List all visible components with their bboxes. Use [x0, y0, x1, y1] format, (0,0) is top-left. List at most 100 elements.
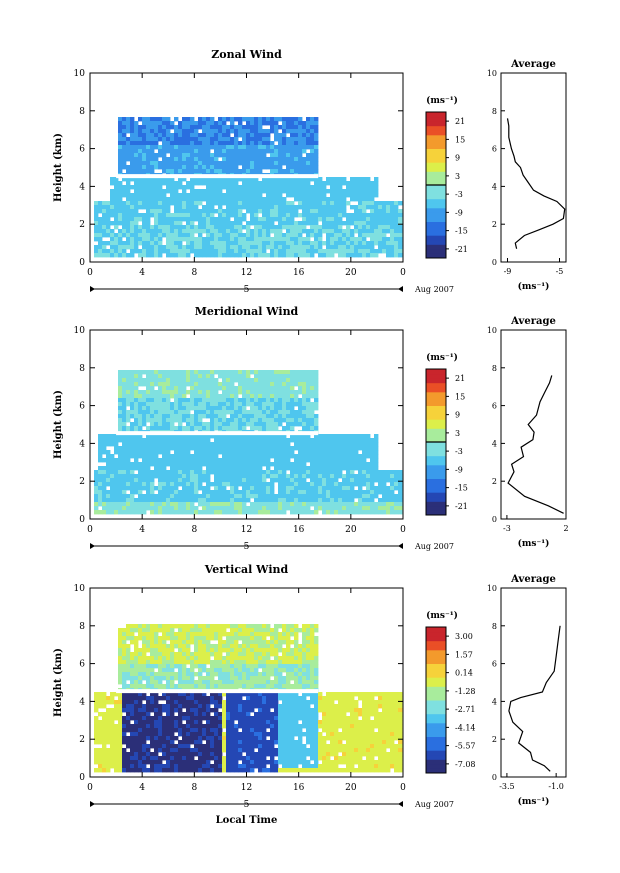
chart-2-xtick-label: 8	[191, 525, 197, 535]
chart-2-colorbar-seg	[426, 464, 446, 470]
chart-2-data-gap	[116, 431, 319, 436]
chart-1-colorbar-seg	[426, 248, 446, 254]
chart-1-avg-ytick-label: 6	[492, 145, 497, 154]
chart-2-colorbar-seg	[426, 505, 446, 511]
chart-1-avg-xtick-label: -9	[504, 267, 512, 276]
chart-1-colorbar-seg	[426, 153, 446, 159]
chart-1-colorbar-seg	[426, 175, 446, 181]
chart-2-colorbar-label: -21	[455, 502, 468, 511]
chart-1-colorbar-seg	[426, 130, 446, 136]
chart-2-colorbar-seg	[426, 442, 446, 448]
chart-2-colorbar-seg	[426, 432, 446, 438]
chart-2-colorbar-seg	[426, 387, 446, 393]
chart-2-colorbar-label: -15	[455, 484, 468, 493]
chart-3-colorbar-label: -1.28	[455, 687, 476, 696]
chart-3-colorbar-seg	[426, 763, 446, 769]
chart-2-colorbar-label: 3	[455, 429, 460, 438]
chart-1-colorbar-seg	[426, 185, 446, 191]
chart-3-data-gap	[116, 689, 319, 694]
chart-2-avg-frame	[500, 329, 567, 520]
chart-1-avg-profile-line	[506, 118, 566, 249]
chart-1-ytick-label: 6	[79, 145, 85, 155]
chart-2-ytick-label: 8	[79, 364, 85, 374]
chart-1-colorbar-seg	[426, 143, 446, 149]
chart-3-colorbar-seg	[426, 745, 446, 751]
chart-2-colorbar-seg	[426, 410, 446, 416]
chart-3-colorbar-seg	[426, 718, 446, 724]
chart-3-colorbar-seg	[426, 631, 446, 637]
chart-3-avg-title: Average	[510, 574, 556, 585]
chart-1-ylabel: Height (km)	[53, 133, 64, 202]
chart-3-colorbar-seg	[426, 690, 446, 696]
chart-2-ytick-label: 0	[79, 515, 85, 525]
chart-1-colorbar-seg	[426, 221, 446, 227]
chart-2-xtick-label: 0	[400, 525, 406, 535]
chart-1-colorbar-seg	[426, 230, 446, 236]
chart-2-heatmap	[94, 370, 403, 515]
chart-3-xtick-label: 4	[139, 783, 145, 793]
chart-3-colorbar-seg	[426, 754, 446, 760]
chart-1-colorbar-label: -21	[455, 245, 468, 254]
chart-3-ytick-label: 6	[79, 660, 85, 670]
chart-3-colorbar-seg	[426, 695, 446, 701]
chart-3-colorbar-seg	[426, 727, 446, 733]
chart-3-ytick-label: 10	[74, 584, 86, 594]
chart-2-avg-ytick-label: 10	[487, 326, 497, 335]
chart-1-xtick-label: 12	[241, 268, 252, 278]
chart-3-colorbar-label: 3.00	[455, 632, 473, 641]
chart-1-colorbar-seg	[426, 207, 446, 213]
chart-1-avg-ytick-label: 2	[492, 220, 497, 229]
chart-2-avg-xtick-label: 2	[563, 524, 568, 533]
chart-3-colorbar-seg	[426, 645, 446, 651]
chart-1-xtick-label: 4	[139, 268, 145, 278]
chart-3-avg-frame	[500, 587, 567, 778]
chart-1-colorbar-label: -3	[455, 190, 463, 199]
chart-1-colorbar-seg	[426, 139, 446, 145]
chart-3-avg-ytick-label: 0	[492, 773, 497, 782]
chart-1-ytick-label: 8	[79, 107, 85, 117]
chart-1-colorbar-seg	[426, 121, 446, 127]
chart-3-avg-ytick-label: 10	[487, 584, 497, 593]
chart-3-colorbar-seg	[426, 654, 446, 660]
chart-1-data-gap	[116, 174, 319, 179]
chart-1-title: Zonal Wind	[211, 48, 282, 61]
chart-3-ytick-label: 0	[79, 773, 85, 783]
chart-1-heatmap	[94, 117, 403, 258]
chart-1-avg-xlabel: (ms⁻¹)	[518, 281, 550, 292]
chart-1-colorbar-seg	[426, 112, 446, 118]
chart-3-avg-ytick-label: 4	[492, 697, 497, 706]
chart-1-colorbar-seg	[426, 239, 446, 245]
chart-3-colorbar-seg	[426, 640, 446, 646]
chart-1-colorbar-seg	[426, 198, 446, 204]
chart-3-colorbar-seg	[426, 658, 446, 664]
chart-3-colorbar-seg	[426, 636, 446, 642]
chart-2-colorbar-seg	[426, 492, 446, 498]
chart-2-avg-title: Average	[510, 316, 556, 327]
chart-3-colorbar-label: -2.71	[455, 705, 476, 714]
chart-2-colorbar-seg	[426, 391, 446, 397]
chart-2-colorbar-seg	[426, 483, 446, 489]
chart-1-avg-xtick-label: -5	[556, 267, 564, 276]
chart-2-colorbar-label: 9	[455, 411, 460, 420]
chart-1-avg-title: Average	[510, 59, 556, 70]
chart-3-colorbar-label: -4.14	[455, 723, 476, 732]
chart-1-xtick-label: 8	[191, 268, 197, 278]
chart-2-colorbar-seg	[426, 437, 446, 443]
chart-1-colorbar-label: -15	[455, 227, 468, 236]
chart-1-colorbar-seg	[426, 212, 446, 218]
chart-3-colorbar-unit: (ms⁻¹)	[426, 610, 458, 621]
chart-3-xtick-label: 0	[400, 783, 406, 793]
chart-2-colorbar-seg	[426, 369, 446, 375]
chart-3-avg-xlabel: (ms⁻¹)	[518, 796, 550, 807]
chart-2-avg-ytick-label: 0	[492, 515, 497, 524]
chart-2-day-label: 5	[244, 542, 250, 552]
chart-3-colorbar-seg	[426, 672, 446, 678]
chart-1-xtick-label: 0	[400, 268, 406, 278]
chart-1-colorbar-seg	[426, 203, 446, 209]
chart-2-xtick-label: 0	[87, 525, 93, 535]
chart-1-ytick-label: 0	[79, 258, 85, 268]
chart-2-colorbar-seg	[426, 446, 446, 452]
chart-2-colorbar-seg	[426, 428, 446, 434]
chart-2-colorbar-seg	[426, 501, 446, 507]
